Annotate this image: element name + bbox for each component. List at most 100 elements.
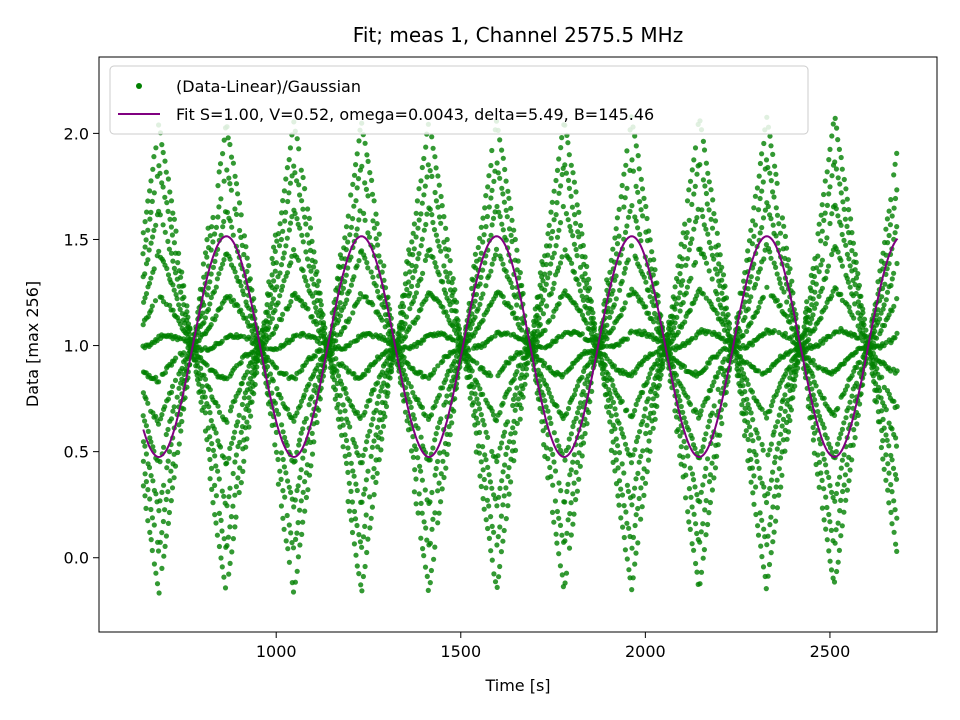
scatter-point xyxy=(467,373,473,379)
scatter-point xyxy=(225,135,231,141)
scatter-point xyxy=(450,276,456,282)
scatter-point xyxy=(680,278,686,284)
scatter-point xyxy=(851,315,857,321)
scatter-point xyxy=(179,269,185,275)
scatter-point xyxy=(566,185,573,191)
scatter-point xyxy=(584,263,590,270)
scatter-point xyxy=(385,383,391,389)
scatter-point xyxy=(443,377,449,383)
scatter-point xyxy=(548,474,554,480)
scatter-point xyxy=(829,489,835,495)
scatter-point xyxy=(204,362,210,368)
scatter-point xyxy=(565,140,571,146)
scatter-point xyxy=(362,523,368,530)
scatter-point xyxy=(219,564,225,570)
scatter-point xyxy=(642,480,649,486)
scatter-point xyxy=(632,561,638,567)
scatter-point xyxy=(512,447,519,453)
scatter-point xyxy=(555,265,562,271)
scatter-point xyxy=(163,496,169,503)
scatter-point xyxy=(235,191,241,197)
scatter-point xyxy=(502,429,508,435)
scatter-point xyxy=(503,451,509,457)
scatter-point xyxy=(317,298,323,304)
scatter-point xyxy=(475,382,481,388)
scatter-point xyxy=(833,449,839,455)
scatter-point xyxy=(342,235,348,241)
scatter-point xyxy=(236,489,242,496)
scatter-point xyxy=(367,525,373,531)
scatter-point xyxy=(368,269,374,275)
scatter-point xyxy=(752,193,759,199)
scatter-point xyxy=(143,423,149,429)
scatter-point xyxy=(579,312,586,318)
scatter-point xyxy=(220,151,226,157)
scatter-point xyxy=(776,412,782,418)
scatter-point xyxy=(435,520,441,526)
scatter-point xyxy=(523,366,530,372)
scatter-point xyxy=(296,146,302,152)
scatter-point xyxy=(480,391,486,397)
scatter-point xyxy=(511,376,517,382)
scatter-point xyxy=(153,570,159,576)
scatter-point xyxy=(764,415,770,421)
scatter-point xyxy=(496,209,502,215)
scatter-point xyxy=(156,590,162,596)
scatter-point xyxy=(540,278,546,284)
scatter-point xyxy=(760,215,767,221)
scatter-point xyxy=(608,309,614,315)
scatter-point xyxy=(500,155,506,161)
scatter-point xyxy=(753,484,759,490)
scatter-point xyxy=(429,134,435,140)
scatter-point xyxy=(467,395,473,401)
scatter-point xyxy=(635,434,641,440)
scatter-point xyxy=(822,210,828,216)
scatter-point xyxy=(816,221,822,227)
scatter-point xyxy=(159,565,165,572)
scatter-point xyxy=(610,399,617,405)
scatter-point xyxy=(554,437,560,443)
scatter-point xyxy=(618,515,624,521)
scatter-point xyxy=(170,282,176,288)
scatter-point xyxy=(319,348,325,354)
scatter-point xyxy=(373,211,379,217)
scatter-point xyxy=(672,306,678,312)
scatter-point xyxy=(641,195,647,201)
scatter-point xyxy=(227,293,233,299)
scatter-point xyxy=(640,448,646,454)
scatter-point xyxy=(444,236,450,243)
scatter-point xyxy=(715,297,722,303)
scatter-point xyxy=(343,437,350,444)
scatter-point xyxy=(514,302,520,308)
scatter-point xyxy=(313,305,319,311)
scatter-point xyxy=(570,459,576,465)
scatter-point xyxy=(517,416,523,422)
scatter-point xyxy=(573,246,579,253)
scatter-point xyxy=(813,281,819,287)
scatter-point xyxy=(498,256,504,262)
scatter-point xyxy=(781,223,787,229)
scatter-point xyxy=(615,493,621,499)
scatter-point xyxy=(605,371,611,377)
scatter-point xyxy=(849,393,855,399)
scatter-point xyxy=(568,228,574,234)
scatter-point xyxy=(297,403,303,409)
scatter-point xyxy=(236,200,243,206)
scatter-point xyxy=(621,503,627,509)
scatter-point xyxy=(779,215,786,221)
scatter-point xyxy=(286,157,292,163)
scatter-point xyxy=(408,384,414,390)
scatter-point xyxy=(766,561,773,568)
scatter-point xyxy=(788,407,795,413)
scatter-point xyxy=(290,545,297,551)
scatter-point xyxy=(612,450,618,456)
scatter-point xyxy=(436,182,442,188)
scatter-point xyxy=(624,336,631,342)
scatter-point xyxy=(406,247,412,253)
scatter-point xyxy=(703,160,710,166)
scatter-point xyxy=(751,473,757,479)
scatter-point xyxy=(582,271,588,277)
scatter-point xyxy=(624,520,630,526)
scatter-point xyxy=(760,294,766,300)
scatter-point xyxy=(654,393,660,399)
